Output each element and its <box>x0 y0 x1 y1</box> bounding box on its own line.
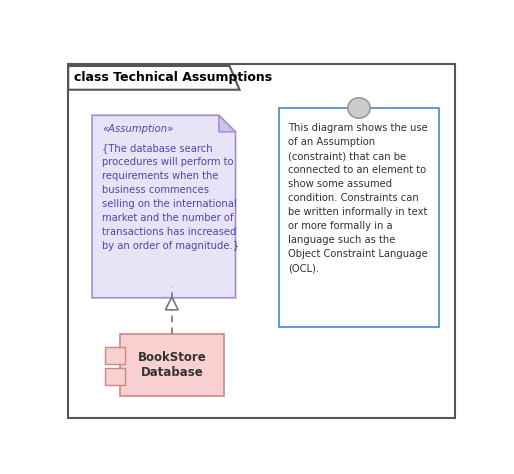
Text: {The database search
procedures will perform to
requirements when the
business c: {The database search procedures will per… <box>102 143 240 251</box>
FancyBboxPatch shape <box>68 64 455 418</box>
Text: BookStore
Database: BookStore Database <box>137 351 206 379</box>
Text: This diagram shows the use
of an Assumption
(constraint) that can be
connected t: This diagram shows the use of an Assumpt… <box>288 123 428 273</box>
FancyBboxPatch shape <box>105 368 125 385</box>
Polygon shape <box>219 115 235 132</box>
Polygon shape <box>68 66 240 90</box>
Polygon shape <box>166 297 178 310</box>
FancyBboxPatch shape <box>280 108 439 327</box>
Circle shape <box>348 98 370 118</box>
Text: class Technical Assumptions: class Technical Assumptions <box>74 72 272 84</box>
FancyBboxPatch shape <box>120 334 224 396</box>
Text: «Assumption»: «Assumption» <box>102 124 173 135</box>
FancyBboxPatch shape <box>105 346 125 364</box>
Polygon shape <box>92 115 235 298</box>
